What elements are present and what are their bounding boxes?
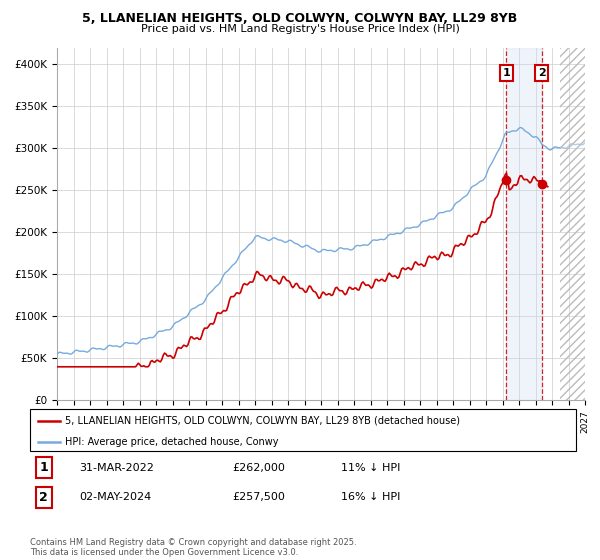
Text: 11% ↓ HPI: 11% ↓ HPI [341,463,401,473]
Text: 31-MAR-2022: 31-MAR-2022 [79,463,154,473]
Text: Price paid vs. HM Land Registry's House Price Index (HPI): Price paid vs. HM Land Registry's House … [140,24,460,34]
Bar [560,48,585,400]
Bar [506,48,542,400]
Text: 2: 2 [538,68,545,78]
Text: Contains HM Land Registry data © Crown copyright and database right 2025.
This d: Contains HM Land Registry data © Crown c… [30,538,356,557]
Text: £262,000: £262,000 [232,463,285,473]
Text: 1: 1 [39,461,48,474]
FancyBboxPatch shape [30,409,576,451]
Bar [560,48,585,400]
Text: 2: 2 [39,491,48,504]
Text: 5, LLANELIAN HEIGHTS, OLD COLWYN, COLWYN BAY, LL29 8YB: 5, LLANELIAN HEIGHTS, OLD COLWYN, COLWYN… [82,12,518,25]
Text: £257,500: £257,500 [232,492,285,502]
Text: 16% ↓ HPI: 16% ↓ HPI [341,492,401,502]
Text: 5, LLANELIAN HEIGHTS, OLD COLWYN, COLWYN BAY, LL29 8YB (detached house): 5, LLANELIAN HEIGHTS, OLD COLWYN, COLWYN… [65,416,460,426]
Text: HPI: Average price, detached house, Conwy: HPI: Average price, detached house, Conw… [65,437,279,446]
Text: 1: 1 [503,68,511,78]
Text: 02-MAY-2024: 02-MAY-2024 [79,492,151,502]
